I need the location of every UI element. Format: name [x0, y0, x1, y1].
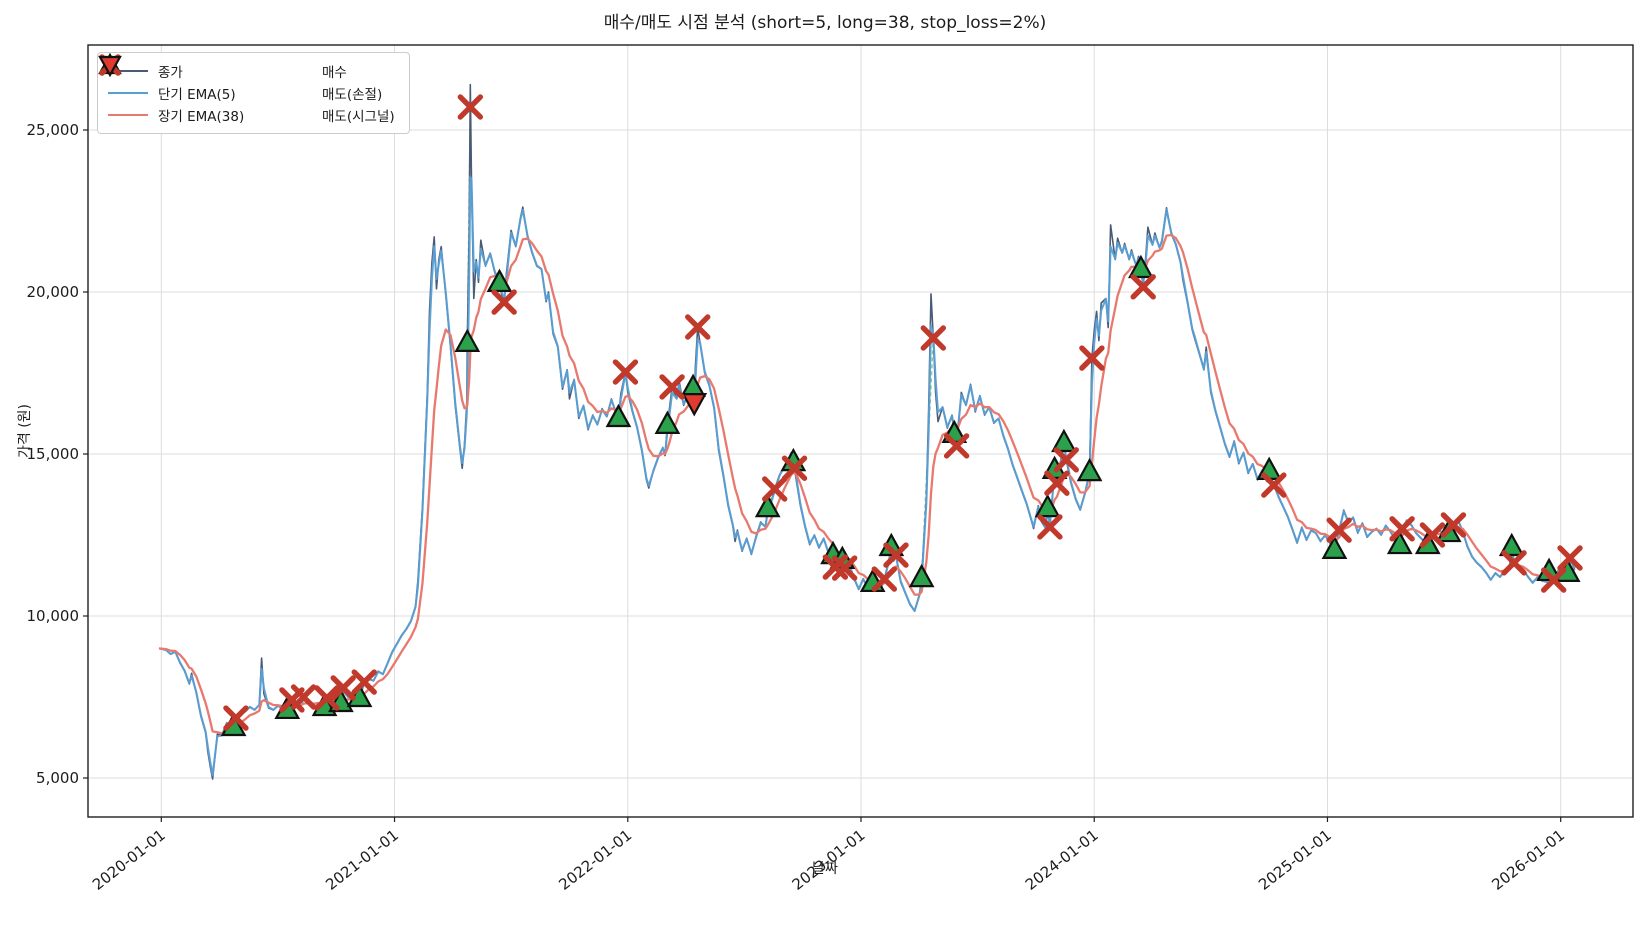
buy-marker — [1051, 428, 1077, 453]
chart-title: 매수/매도 시점 분석 (short=5, long=38, stop_loss… — [603, 13, 1047, 33]
sell-stop-marker — [457, 94, 484, 120]
sell-stop-marker — [871, 566, 898, 592]
sell-stop-marker — [1501, 550, 1527, 576]
buy-triangle-icon — [98, 53, 312, 83]
legend-label-sell-signal: 매도(시그널) — [322, 109, 395, 125]
legend-row-close: 종가 — [108, 60, 278, 82]
series-layer — [158, 83, 1583, 780]
buy-marker — [1498, 532, 1525, 557]
legend-label-buy: 매수 — [322, 65, 347, 81]
ema-long-line — [158, 233, 1575, 735]
sell-stop-marker — [1541, 567, 1567, 593]
sell-stop-marker — [659, 374, 685, 400]
close-line-swatch — [108, 70, 148, 72]
x-axis-label: 날짜 — [812, 861, 838, 877]
sell-stop-x-icon — [99, 54, 312, 105]
y-tick-label: 15,000 — [27, 445, 80, 463]
legend-row-buy: 매수 — [98, 53, 395, 83]
sell-stop-marker — [612, 359, 639, 385]
buy-marker — [1128, 254, 1154, 279]
sell-stop-marker — [883, 542, 909, 568]
legend-label-ema-short: 단기 EMA(5) — [158, 87, 236, 103]
y-tick-label: 20,000 — [27, 283, 80, 301]
sell-stop-marker — [1419, 522, 1446, 548]
sell-stop-marker — [290, 684, 317, 710]
sell-signal-marker — [681, 393, 708, 417]
buy-marker — [1321, 535, 1348, 560]
buy-marker — [486, 268, 513, 293]
sell-stop-marker — [330, 675, 356, 701]
ema-short-line-swatch — [108, 92, 148, 94]
buy-marker — [454, 328, 481, 352]
sell-stop-marker — [314, 685, 340, 711]
buy-marker — [1034, 493, 1061, 518]
sell-stop-marker — [943, 433, 970, 459]
buy-marker — [754, 493, 781, 518]
sell-stop-marker — [831, 555, 858, 581]
buy-marker — [605, 403, 632, 428]
sell-stop-marker — [781, 455, 808, 481]
buy-marker — [654, 410, 681, 434]
sell-stop-marker — [1557, 545, 1583, 571]
sell-stop-marker — [1130, 274, 1156, 300]
buy-marker — [908, 563, 935, 588]
sell-stop-marker — [920, 325, 947, 351]
sell-stop-marker — [685, 314, 711, 340]
ema-long-line-swatch — [108, 114, 148, 116]
sell-stop-marker — [1044, 470, 1070, 496]
buy-marker — [1076, 457, 1103, 482]
gridlines — [88, 45, 1633, 817]
legend-row-sell-stop: 매도(손절) — [99, 54, 395, 105]
legend-label-sell-stop: 매도(손절) — [322, 87, 383, 103]
sell-stop-marker — [223, 705, 249, 731]
sell-stop-marker — [351, 669, 377, 695]
sell-stop-marker — [1389, 516, 1415, 542]
sell-stop-marker — [1037, 514, 1063, 540]
legend-row-sell-signal: 매도(시그널) — [98, 55, 395, 127]
buy-marker — [1386, 530, 1413, 555]
sell-stop-marker — [1440, 512, 1467, 538]
legend-label-close: 종가 — [158, 65, 183, 81]
sell-stop-marker — [1261, 472, 1287, 498]
sell-stop-marker — [491, 289, 517, 315]
sell-signal-triangle-icon — [98, 55, 312, 127]
y-tick-label: 5,000 — [36, 769, 79, 787]
sell-stop-marker — [762, 476, 788, 502]
y-axis-label: 가격 (원) — [17, 404, 33, 459]
legend-label-ema-long: 장기 EMA(38) — [158, 109, 245, 125]
signal-markers — [220, 94, 1583, 737]
legend: 종가 단기 EMA(5) 장기 EMA(38) 매수 매도(손절) 매도( — [97, 52, 410, 134]
legend-row-ema-long: 장기 EMA(38) — [108, 104, 278, 126]
sell-stop-marker — [1079, 345, 1105, 371]
y-tick-label: 25,000 — [27, 121, 80, 139]
legend-row-ema-short: 단기 EMA(5) — [108, 82, 278, 104]
sell-stop-marker — [1053, 447, 1079, 473]
y-tick-label: 10,000 — [27, 607, 80, 625]
sell-stop-marker — [1326, 517, 1352, 543]
